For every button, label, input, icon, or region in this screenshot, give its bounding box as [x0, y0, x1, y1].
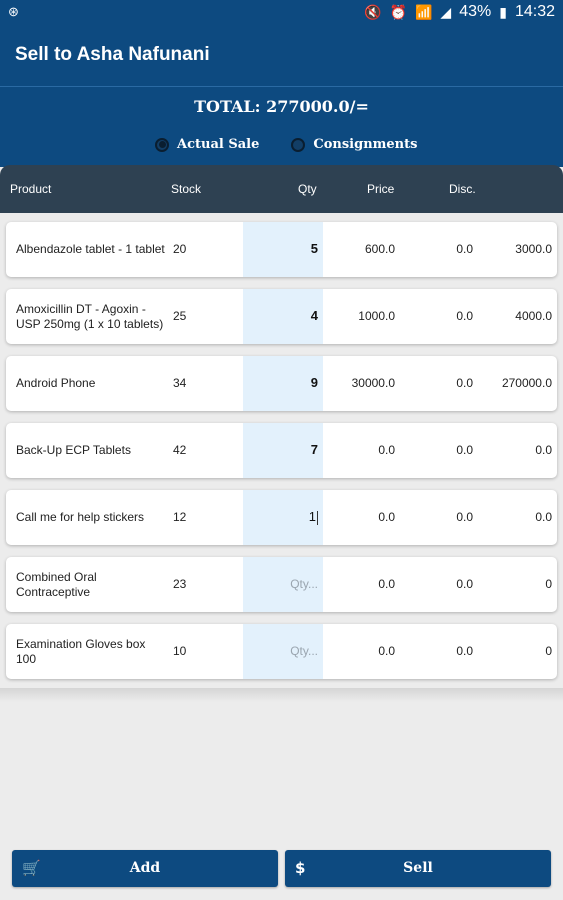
qty-value[interactable]: 7 [310, 442, 318, 457]
table-row: Back-Up ECP Tablets 42 7 0.0 0.0 0.0 [6, 423, 557, 478]
alarm-icon: ⏰ [389, 3, 407, 20]
stock-value: 34 [173, 376, 187, 390]
battery-percent: 43% [459, 3, 492, 20]
total-amount: TOTAL: 277000.0/= [194, 97, 369, 116]
radio-unchecked-icon[interactable] [291, 137, 306, 152]
amount-value: 4000.0 [515, 309, 552, 323]
radio-actual-sale[interactable]: Actual Sale [155, 137, 259, 152]
qty-input[interactable]: 7 [243, 423, 323, 478]
table-row: Combined Oral Contraceptive 23 Qty... 0.… [6, 557, 557, 612]
dollar-icon: $ [295, 859, 306, 877]
price-value: 0.0 [378, 510, 395, 524]
amount-value: 0.0 [535, 510, 552, 524]
stock-value: 25 [173, 309, 187, 323]
radio-actual-sale-label[interactable]: Actual Sale [177, 137, 260, 152]
disc-value: 0.0 [456, 510, 473, 524]
battery-icon: ▮ [499, 3, 507, 20]
qty-input[interactable]: 9 [243, 356, 323, 411]
status-bar: ⊛ 🔇 ⏰ 📶 ◢ 43% ▮ 14:32 [0, 0, 563, 26]
amount-value: 0.0 [535, 443, 552, 457]
qty-value[interactable]: 1 [308, 509, 316, 524]
stock-value: 12 [173, 510, 187, 524]
amount-value: 270000.0 [501, 376, 552, 390]
qty-input[interactable]: Qty... [243, 557, 323, 612]
table-row: Albendazole tablet - 1 tablet 20 5 600.0… [6, 222, 557, 277]
sell-button[interactable]: $ Sell [285, 850, 551, 887]
qty-input[interactable]: Qty... [243, 624, 323, 679]
qty-input[interactable]: 5 [243, 222, 323, 277]
mute-icon: 🔇 [364, 3, 382, 20]
wifi-icon: 📶 [414, 3, 433, 20]
signal-icon: ◢ [440, 3, 452, 20]
col-disc: Disc. [449, 182, 476, 196]
qty-input[interactable]: 1 [243, 490, 323, 545]
col-qty: Qty [298, 182, 317, 196]
qty-value[interactable]: 5 [310, 241, 318, 256]
product-name: Examination Gloves box 100 [16, 636, 146, 666]
radio-consignments[interactable]: Consignments [291, 137, 417, 152]
product-name: Amoxicillin DT - Agoxin - USP 250mg (1 x… [16, 301, 164, 331]
qty-input[interactable]: 4 [243, 289, 323, 344]
add-button[interactable]: 🛒 Add [12, 850, 278, 887]
product-name: Albendazole tablet - 1 tablet [16, 242, 165, 256]
price-value: 0.0 [378, 644, 395, 658]
disc-value: 0.0 [456, 309, 473, 323]
clock: 14:32 [514, 3, 555, 20]
product-name: Call me for help stickers [16, 510, 145, 524]
qty-value[interactable]: 4 [310, 308, 318, 323]
disc-value: 0.0 [456, 577, 473, 591]
col-price: Price [367, 182, 395, 196]
product-name: Android Phone [16, 376, 96, 390]
disc-value: 0.0 [456, 376, 473, 390]
stock-value: 20 [173, 242, 187, 256]
stock-value: 10 [173, 644, 187, 658]
price-value: 1000.0 [358, 309, 395, 323]
qty-value[interactable]: 9 [310, 375, 318, 390]
product-name: Combined Oral Contraceptive [16, 569, 97, 599]
disc-value: 0.0 [456, 644, 473, 658]
amount-value: 0 [545, 644, 552, 658]
android-icon: ⊛ [8, 4, 19, 19]
col-stock: Stock [171, 182, 202, 196]
price-value: 30000.0 [351, 376, 395, 390]
sale-type-group: Actual Sale Consignments [155, 137, 417, 152]
table-row: Call me for help stickers 12 1 0.0 0.0 0… [6, 490, 557, 545]
table-row: Amoxicillin DT - Agoxin - USP 250mg (1 x… [6, 289, 557, 344]
price-value: 0.0 [378, 577, 395, 591]
list-end-shadow [0, 688, 563, 702]
table-header: Product Stock Qty Price Disc. [0, 165, 563, 213]
page-title: Sell to Asha Nafunani [15, 44, 210, 65]
cart-icon: 🛒 [22, 859, 41, 877]
disc-value: 0.0 [456, 443, 473, 457]
stock-value: 42 [173, 443, 187, 457]
product-list: Albendazole tablet - 1 tablet 20 5 600.0… [6, 222, 557, 691]
amount-value: 0 [545, 577, 552, 591]
stock-value: 23 [173, 577, 187, 591]
col-product: Product [10, 182, 52, 196]
price-value: 600.0 [364, 242, 395, 256]
product-name: Back-Up ECP Tablets [16, 443, 131, 457]
amount-value: 3000.0 [515, 242, 552, 256]
app-bar: Sell to Asha Nafunani [0, 26, 563, 86]
radio-checked-icon[interactable] [155, 137, 169, 152]
qty-placeholder[interactable]: Qty... [290, 577, 318, 591]
add-button-label[interactable]: Add [129, 860, 161, 876]
qty-placeholder[interactable]: Qty... [290, 644, 318, 658]
sell-button-label[interactable]: Sell [403, 860, 433, 876]
table-row: Examination Gloves box 100 10 Qty... 0.0… [6, 624, 557, 679]
radio-consignments-label[interactable]: Consignments [313, 137, 418, 152]
disc-value: 0.0 [456, 242, 473, 256]
text-cursor [317, 510, 318, 525]
price-value: 0.0 [378, 443, 395, 457]
sale-header: TOTAL: 277000.0/= Actual Sale Consignmen… [0, 86, 563, 167]
table-row: Android Phone 34 9 30000.0 0.0 270000.0 [6, 356, 557, 411]
